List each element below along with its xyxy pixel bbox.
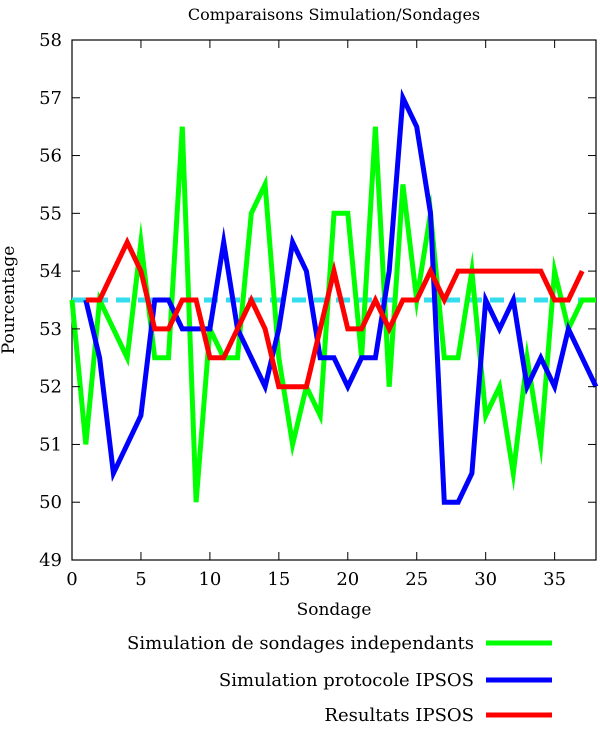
legend-label-2: Simulation protocole IPSOS (219, 670, 474, 691)
y-tick-label: 56 (39, 146, 62, 167)
legend: Simulation de sondages independants Simul… (127, 633, 552, 726)
chart-title: Comparaisons Simulation/Sondages (188, 5, 480, 24)
plot-area: 0 5 10 15 20 25 30 35 49 50 51 52 53 54 55 56 57 58 (39, 30, 599, 590)
y-tick-label: 49 (39, 550, 62, 571)
legend-label-3: Resultats IPSOS (324, 705, 474, 726)
x-tick-label: 20 (336, 569, 359, 590)
y-tick-label: 57 (39, 88, 62, 109)
tick-layer: 0 5 10 15 20 25 30 35 49 50 51 52 53 54 55 56 57 58 (39, 30, 596, 590)
y-tick-label: 50 (39, 492, 62, 513)
x-axis-label: Sondage (297, 600, 372, 620)
x-tick-label: 10 (198, 569, 221, 590)
series-line-1 (69, 126, 596, 503)
x-tick-label: 0 (66, 569, 77, 590)
y-tick-label: 53 (39, 319, 62, 340)
x-tick-label: 25 (405, 569, 428, 590)
y-tick-label: 52 (39, 377, 62, 398)
series-layer (69, 88, 599, 505)
x-tick-label: 15 (267, 569, 290, 590)
series-line-2 (83, 88, 599, 505)
x-tick-label: 30 (474, 569, 497, 590)
y-tick-label: 51 (39, 434, 62, 455)
legend-label-1: Simulation de sondages independants (127, 633, 474, 654)
series-line-3 (85, 236, 585, 390)
y-tick-label: 54 (39, 261, 62, 282)
y-tick-label: 58 (39, 30, 62, 51)
y-tick-label: 55 (39, 203, 62, 224)
y-axis-label: Pourcentage (0, 246, 19, 355)
x-tick-label: 5 (135, 569, 146, 590)
x-tick-label: 35 (543, 569, 566, 590)
